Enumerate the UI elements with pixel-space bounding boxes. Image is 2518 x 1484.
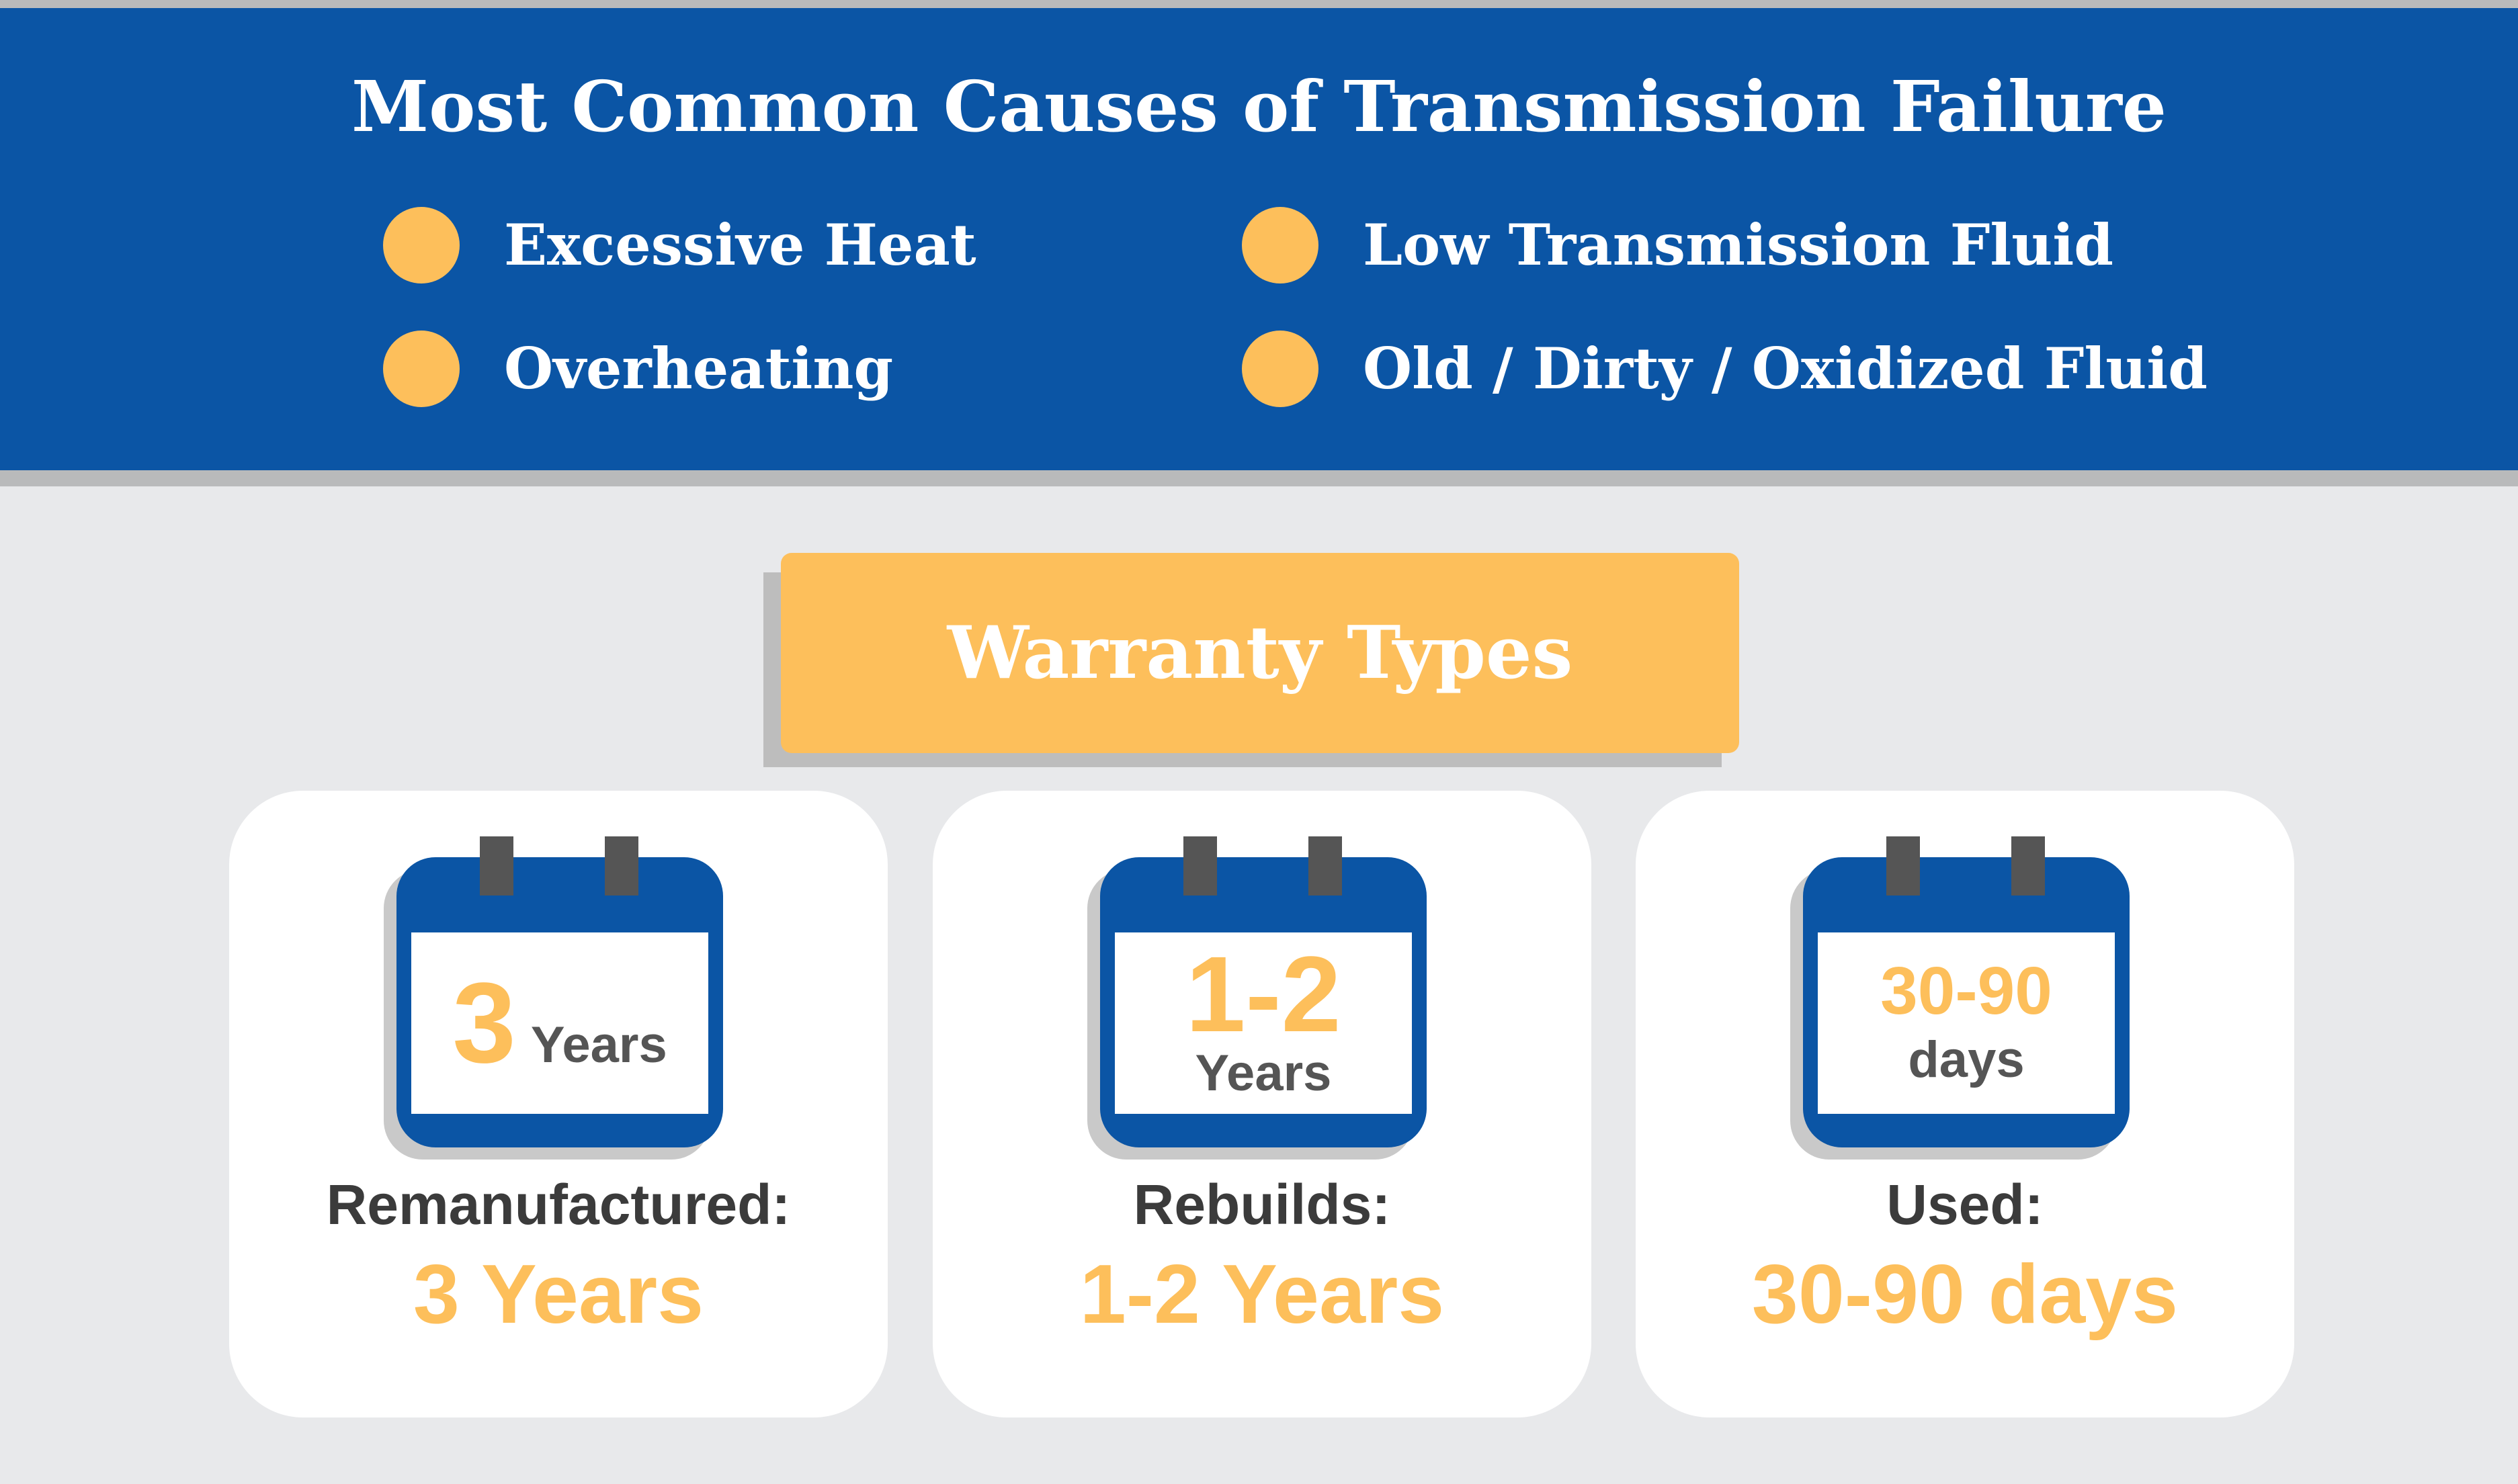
warranty-type-label: Remanufactured: (326, 1173, 791, 1236)
calendar-duration: 1-2 Years (1115, 932, 1412, 1114)
warranty-card-used: 30-90 days Used: 30-90 days (1636, 791, 2294, 1417)
cause-label: Excessive Heat (504, 212, 976, 278)
cause-item: Excessive Heat (383, 207, 988, 288)
warranty-types-banner: Warranty Types (781, 553, 1739, 753)
calendar-number: 1-2 (1185, 934, 1341, 1054)
calendar-ring-icon (1183, 836, 1217, 896)
calendar-unit: days (1908, 1031, 2025, 1088)
causes-header: Most Common Causes of Transmission Failu… (0, 8, 2518, 470)
warranty-type-label: Rebuilds: (1133, 1173, 1391, 1236)
warranty-duration: 1-2 Years (1079, 1248, 1445, 1341)
bullet-dot-icon (1242, 331, 1318, 407)
warranty-duration: 30-90 days (1751, 1248, 2179, 1341)
calendar-ring-icon (1308, 836, 1342, 896)
calendar-page (411, 932, 708, 1114)
calendar-unit: Years (530, 1016, 667, 1074)
calendar-number: 30-90 (1880, 953, 2052, 1029)
top-divider (0, 0, 2518, 8)
warranty-type-label: Used: (1886, 1173, 2044, 1236)
calendar-page (1818, 932, 2115, 1114)
cause-item: Overheating (383, 331, 988, 411)
calendar-ring-icon (605, 836, 638, 896)
calendar-page (1115, 932, 1412, 1114)
calendar-ring-icon (480, 836, 513, 896)
bullet-dot-icon (383, 207, 460, 283)
calendar-ring-icon (2011, 836, 2045, 896)
bullet-dot-icon (1242, 207, 1318, 283)
cause-label: Low Transmission Fluid (1363, 212, 2113, 278)
warranty-card-rebuilds: 1-2 Years Rebuilds: 1-2 Years (933, 791, 1591, 1417)
causes-title: Most Common Causes of Transmission Failu… (351, 65, 2167, 148)
bullet-dot-icon (383, 331, 460, 407)
calendar-duration: 3 Years (411, 932, 708, 1114)
cause-label: Old / Dirty / Oxidized Fluid (1363, 335, 2208, 402)
cause-item: Old / Dirty / Oxidized Fluid (1242, 331, 2208, 411)
calendar-duration: 30-90 days (1818, 932, 2115, 1114)
warranty-duration: 3 Years (413, 1248, 704, 1341)
calendar-ring-icon (1886, 836, 1920, 896)
cause-item: Low Transmission Fluid (1242, 207, 2183, 288)
header-shadow (0, 470, 2518, 486)
warranty-card-remanufactured: 3 Years Remanufactured: 3 Years (229, 791, 888, 1417)
calendar-number: 3 (452, 959, 516, 1087)
cause-label: Overheating (504, 335, 894, 402)
calendar-unit: Years (1195, 1045, 1332, 1102)
